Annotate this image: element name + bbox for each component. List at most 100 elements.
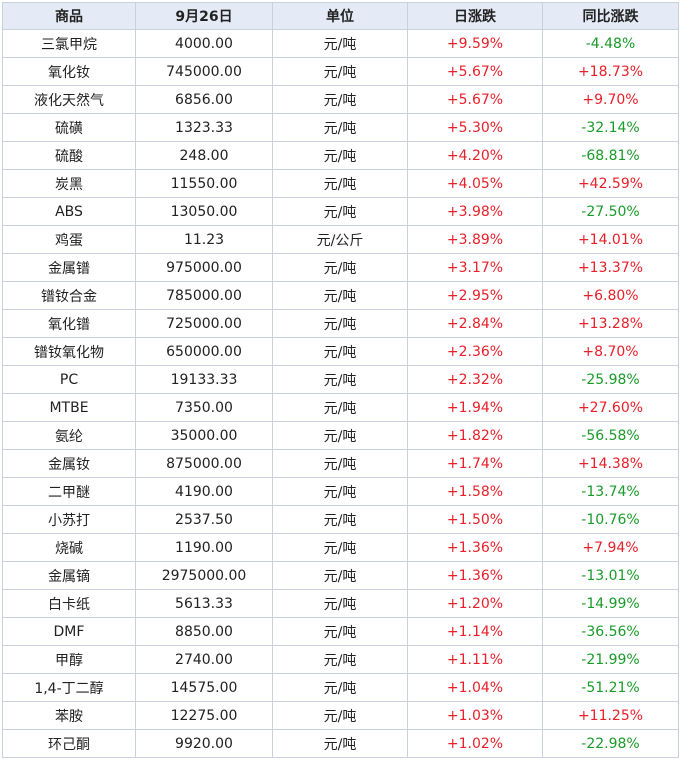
daily-change-cell: +5.30%	[407, 113, 543, 142]
unit-cell: 元/吨	[272, 85, 408, 114]
price-cell: 6856.00	[135, 85, 273, 114]
unit-cell: 元/吨	[272, 421, 408, 450]
commodity-name-cell: 1,4-丁二醇	[2, 673, 136, 702]
price-cell: 785000.00	[135, 281, 273, 310]
yoy-change-cell: -25.98%	[542, 365, 679, 394]
table-row: DMF 8850.00 元/吨 +1.14% -36.56%	[2, 617, 679, 646]
unit-cell: 元/吨	[272, 337, 408, 366]
commodity-name-cell: 环己酮	[2, 729, 136, 758]
table-header: 商品 9月26日 单位 日涨跌 同比涨跌	[2, 2, 679, 30]
price-cell: 8850.00	[135, 617, 273, 646]
table-row: 小苏打 2537.50 元/吨 +1.50% -10.76%	[2, 505, 679, 534]
table-row: 镨钕氧化物 650000.00 元/吨 +2.36% +8.70%	[2, 337, 679, 366]
yoy-change-cell: +11.25%	[542, 701, 679, 730]
unit-cell: 元/吨	[272, 505, 408, 534]
header-row: 商品 9月26日 单位 日涨跌 同比涨跌	[2, 2, 679, 30]
daily-change-cell: +1.14%	[407, 617, 543, 646]
commodity-name-cell: 甲醇	[2, 645, 136, 674]
daily-change-cell: +2.84%	[407, 309, 543, 338]
table-row: 三氯甲烷 4000.00 元/吨 +9.59% -4.48%	[2, 29, 679, 58]
commodity-name-cell: 小苏打	[2, 505, 136, 534]
daily-change-cell: +1.82%	[407, 421, 543, 450]
unit-cell: 元/吨	[272, 253, 408, 282]
yoy-change-cell: +14.01%	[542, 225, 679, 254]
daily-change-cell: +1.58%	[407, 477, 543, 506]
daily-change-cell: +1.11%	[407, 645, 543, 674]
yoy-change-cell: -36.56%	[542, 617, 679, 646]
price-cell: 2537.50	[135, 505, 273, 534]
unit-cell: 元/吨	[272, 29, 408, 58]
price-cell: 875000.00	[135, 449, 273, 478]
commodity-name-cell: 金属钕	[2, 449, 136, 478]
price-cell: 650000.00	[135, 337, 273, 366]
table-row: 硫酸 248.00 元/吨 +4.20% -68.81%	[2, 141, 679, 170]
daily-change-cell: +1.36%	[407, 561, 543, 590]
unit-cell: 元/吨	[272, 57, 408, 86]
price-cell: 1190.00	[135, 533, 273, 562]
price-cell: 248.00	[135, 141, 273, 170]
price-cell: 13050.00	[135, 197, 273, 226]
commodity-name-cell: 硫磺	[2, 113, 136, 142]
yoy-change-cell: -14.99%	[542, 589, 679, 618]
unit-cell: 元/吨	[272, 729, 408, 758]
price-cell: 2740.00	[135, 645, 273, 674]
yoy-change-cell: +7.94%	[542, 533, 679, 562]
unit-cell: 元/吨	[272, 617, 408, 646]
commodity-name-cell: 氧化镨	[2, 309, 136, 338]
daily-change-cell: +5.67%	[407, 85, 543, 114]
daily-change-cell: +9.59%	[407, 29, 543, 58]
table-row: 1,4-丁二醇 14575.00 元/吨 +1.04% -51.21%	[2, 673, 679, 702]
header-unit: 单位	[272, 2, 408, 30]
daily-change-cell: +3.89%	[407, 225, 543, 254]
unit-cell: 元/吨	[272, 197, 408, 226]
yoy-change-cell: -68.81%	[542, 141, 679, 170]
yoy-change-cell: +14.38%	[542, 449, 679, 478]
unit-cell: 元/吨	[272, 673, 408, 702]
commodity-name-cell: MTBE	[2, 393, 136, 422]
unit-cell: 元/吨	[272, 561, 408, 590]
price-cell: 11.23	[135, 225, 273, 254]
commodity-name-cell: 液化天然气	[2, 85, 136, 114]
unit-cell: 元/吨	[272, 477, 408, 506]
daily-change-cell: +1.74%	[407, 449, 543, 478]
yoy-change-cell: -4.48%	[542, 29, 679, 58]
yoy-change-cell: -56.58%	[542, 421, 679, 450]
yoy-change-cell: -10.76%	[542, 505, 679, 534]
daily-change-cell: +5.67%	[407, 57, 543, 86]
header-name: 商品	[2, 2, 136, 30]
price-cell: 11550.00	[135, 169, 273, 198]
price-cell: 975000.00	[135, 253, 273, 282]
unit-cell: 元/吨	[272, 589, 408, 618]
daily-change-cell: +1.50%	[407, 505, 543, 534]
commodity-name-cell: 金属镝	[2, 561, 136, 590]
yoy-change-cell: -51.21%	[542, 673, 679, 702]
header-yoy-change: 同比涨跌	[542, 2, 679, 30]
commodity-name-cell: 氧化钕	[2, 57, 136, 86]
commodity-name-cell: 镨钕合金	[2, 281, 136, 310]
daily-change-cell: +1.02%	[407, 729, 543, 758]
table-row: 环己酮 9920.00 元/吨 +1.02% -22.98%	[2, 729, 679, 758]
commodity-name-cell: 炭黑	[2, 169, 136, 198]
unit-cell: 元/公斤	[272, 225, 408, 254]
yoy-change-cell: -21.99%	[542, 645, 679, 674]
unit-cell: 元/吨	[272, 169, 408, 198]
daily-change-cell: +1.03%	[407, 701, 543, 730]
price-cell: 725000.00	[135, 309, 273, 338]
commodity-name-cell: PC	[2, 365, 136, 394]
commodity-name-cell: 白卡纸	[2, 589, 136, 618]
daily-change-cell: +2.95%	[407, 281, 543, 310]
table-row: 硫磺 1323.33 元/吨 +5.30% -32.14%	[2, 113, 679, 142]
table-row: 烧碱 1190.00 元/吨 +1.36% +7.94%	[2, 533, 679, 562]
commodity-name-cell: DMF	[2, 617, 136, 646]
unit-cell: 元/吨	[272, 281, 408, 310]
daily-change-cell: +1.20%	[407, 589, 543, 618]
unit-cell: 元/吨	[272, 449, 408, 478]
commodity-name-cell: 鸡蛋	[2, 225, 136, 254]
table-row: 氧化镨 725000.00 元/吨 +2.84% +13.28%	[2, 309, 679, 338]
table-row: 白卡纸 5613.33 元/吨 +1.20% -14.99%	[2, 589, 679, 618]
yoy-change-cell: -27.50%	[542, 197, 679, 226]
price-cell: 9920.00	[135, 729, 273, 758]
price-cell: 4190.00	[135, 477, 273, 506]
yoy-change-cell: -32.14%	[542, 113, 679, 142]
